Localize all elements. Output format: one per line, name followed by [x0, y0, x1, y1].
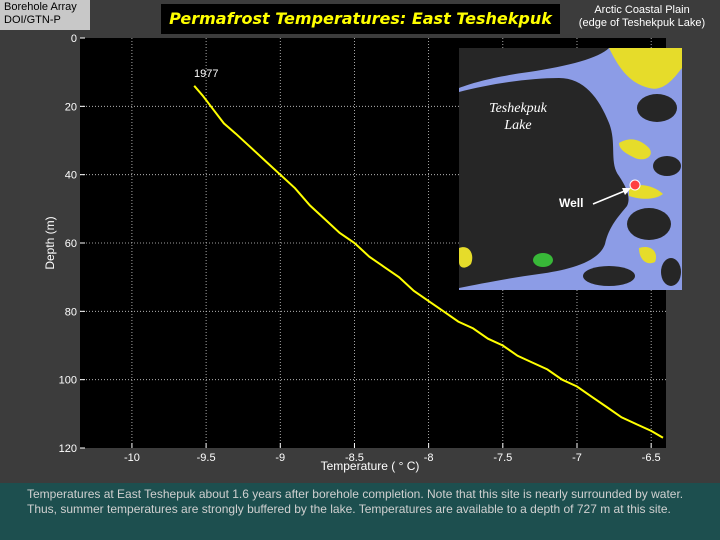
map-vegetation-2: [619, 139, 651, 160]
series-line-1977: [193, 85, 664, 439]
y-tick-label: 60: [65, 238, 77, 250]
corner-label-text: Borehole Array DOI/GTN-P: [4, 1, 77, 26]
map-lake: [459, 78, 629, 288]
map-vegetation-5: [639, 246, 657, 264]
map-water-top: [459, 48, 609, 88]
x-tick-label: -9.5: [197, 452, 216, 464]
y-tick-label: 40: [65, 170, 77, 182]
borehole-array-label: Borehole Array DOI/GTN-P: [0, 0, 90, 30]
well-marker: [629, 179, 641, 191]
well-label: Well: [559, 196, 584, 210]
map-vegetation-1: [609, 48, 682, 89]
series-label-1977: 1977: [194, 68, 218, 80]
x-tick-label: -8.5: [345, 452, 364, 464]
series-layer: 1977: [193, 68, 664, 439]
axis-ticks: -10 -9.5 -9 -8.5 -8 -7.5 -7 -6.5 0 20 40 60 80 100 120: [59, 33, 661, 464]
well-arrow: [592, 189, 628, 205]
satellite-map: [459, 48, 682, 290]
caption-text: Temperatures at East Teshepuk about 1.6 …: [0, 483, 720, 540]
y-tick-label: 20: [65, 101, 77, 113]
page-title: Permafrost Temperatures: East Teshekpuk: [161, 4, 560, 34]
x-tick-label: -7.5: [493, 452, 512, 464]
map-inset: Teshekpuk Lake Well: [459, 48, 682, 290]
y-tick-label: 100: [59, 375, 77, 387]
map-vegetation-4: [459, 247, 473, 268]
y-axis-label: Depth (m): [43, 216, 57, 269]
x-tick-label: -8: [424, 452, 434, 464]
x-tick-label: -7: [572, 452, 582, 464]
map-pond-4: [583, 266, 635, 286]
y-tick-label: 0: [71, 33, 77, 45]
x-tick-label: -10: [124, 452, 140, 464]
x-tick-label: -6.5: [642, 452, 661, 464]
map-pond-5: [661, 258, 681, 286]
map-pond-3: [627, 208, 671, 240]
map-green-patch: [533, 253, 553, 267]
well-arrow-head: [622, 188, 631, 195]
x-tick-label: -9: [275, 452, 285, 464]
y-tick-label: 80: [65, 306, 77, 318]
region-label: Arctic Coastal Plain (edge of Teshekpuk …: [578, 4, 706, 29]
x-axis-label: Temperature ( ° C): [321, 459, 420, 473]
map-pond-2: [653, 156, 681, 176]
lake-label: Teshekpuk Lake: [489, 101, 547, 133]
map-pond-1: [637, 94, 677, 122]
y-tick-label: 120: [59, 443, 77, 455]
